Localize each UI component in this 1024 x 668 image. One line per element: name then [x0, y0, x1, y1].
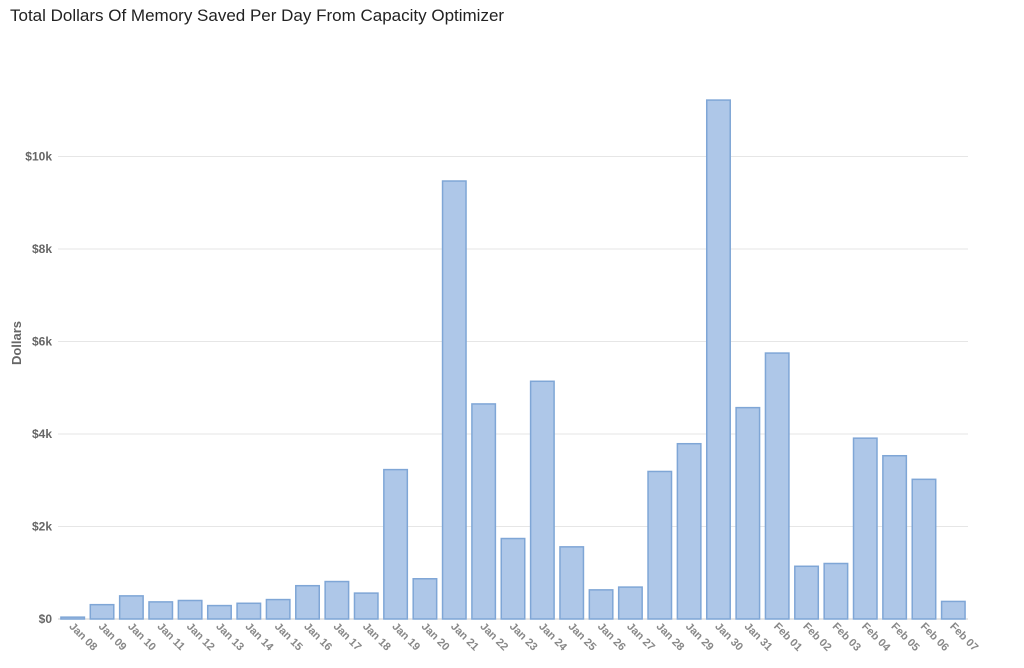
x-tick-label: Jan 14 — [243, 621, 276, 654]
bar[interactable] — [940, 600, 966, 620]
x-tick-label: Jan 30 — [712, 621, 745, 654]
bar[interactable] — [89, 603, 115, 620]
y-tick-label: $8k — [32, 242, 52, 256]
x-tick-label: Jan 15 — [272, 621, 305, 654]
bar[interactable] — [441, 180, 467, 620]
y-tick-label: $2k — [32, 520, 52, 534]
y-tick-label: $0 — [39, 612, 53, 626]
x-tick-label: Feb 03 — [830, 621, 863, 654]
bar[interactable] — [647, 470, 673, 620]
bar[interactable] — [412, 578, 438, 620]
bars — [60, 99, 966, 620]
x-tick-label: Jan 22 — [478, 621, 511, 654]
bar[interactable] — [324, 580, 350, 620]
bar[interactable] — [177, 599, 203, 620]
y-axis-label: Dollars — [9, 321, 24, 365]
x-tick-label: Feb 06 — [918, 621, 951, 654]
x-tick-label: Jan 25 — [566, 621, 599, 654]
y-tick-label: $10k — [25, 150, 52, 164]
bar[interactable] — [852, 437, 878, 620]
bar[interactable] — [148, 601, 174, 620]
bar[interactable] — [911, 478, 937, 620]
bar[interactable] — [794, 565, 820, 620]
bar[interactable] — [764, 352, 790, 620]
bar[interactable] — [353, 592, 379, 620]
bar[interactable] — [265, 598, 291, 620]
bar[interactable] — [705, 99, 731, 620]
bar[interactable] — [617, 586, 643, 620]
x-tick-label: Feb 05 — [888, 621, 921, 654]
x-tick-label: Jan 24 — [536, 621, 569, 654]
x-tick-label: Jan 18 — [360, 621, 393, 654]
bar[interactable] — [206, 604, 232, 620]
x-tick-label: Jan 10 — [125, 621, 158, 654]
x-tick-label: Jan 12 — [184, 621, 217, 654]
y-axis-ticks: $0 $2k $4k $6k $8k $10k — [25, 150, 52, 627]
bar[interactable] — [295, 584, 321, 620]
x-tick-label: Feb 04 — [859, 621, 893, 655]
x-tick-label: Jan 20 — [419, 621, 452, 654]
x-tick-label: Jan 09 — [96, 621, 129, 654]
x-tick-label: Jan 28 — [654, 621, 687, 654]
x-tick-label: Jan 26 — [595, 621, 628, 654]
x-tick-label: Feb 07 — [947, 621, 980, 654]
x-tick-label: Jan 23 — [507, 621, 540, 654]
bar[interactable] — [471, 403, 497, 620]
y-tick-label: $4k — [32, 427, 52, 441]
chart-title: Total Dollars Of Memory Saved Per Day Fr… — [10, 6, 505, 25]
bar[interactable] — [236, 602, 262, 620]
y-tick-label: $6k — [32, 335, 52, 349]
x-tick-label: Jan 31 — [742, 621, 775, 654]
x-tick-label: Jan 13 — [213, 621, 246, 654]
bar[interactable] — [676, 442, 702, 620]
x-tick-label: Jan 19 — [389, 621, 422, 654]
x-tick-label: Jan 08 — [67, 621, 100, 654]
bar[interactable] — [823, 562, 849, 620]
x-tick-label: Jan 29 — [683, 621, 716, 654]
x-tick-label: Feb 01 — [771, 621, 804, 654]
bar[interactable] — [60, 616, 86, 620]
bar[interactable] — [383, 468, 409, 620]
bar[interactable] — [118, 595, 144, 620]
bar[interactable] — [529, 380, 555, 620]
bar[interactable] — [882, 454, 908, 620]
x-tick-label: Jan 27 — [624, 621, 657, 654]
x-tick-label: Jan 21 — [448, 621, 481, 654]
x-tick-label: Jan 11 — [155, 621, 187, 653]
bar[interactable] — [500, 537, 526, 620]
bar[interactable] — [588, 589, 614, 620]
x-tick-label: Jan 17 — [331, 621, 364, 654]
bar[interactable] — [559, 546, 585, 620]
bar[interactable] — [735, 406, 761, 620]
x-tick-label: Feb 02 — [800, 621, 833, 654]
x-tick-label: Jan 16 — [301, 621, 334, 654]
